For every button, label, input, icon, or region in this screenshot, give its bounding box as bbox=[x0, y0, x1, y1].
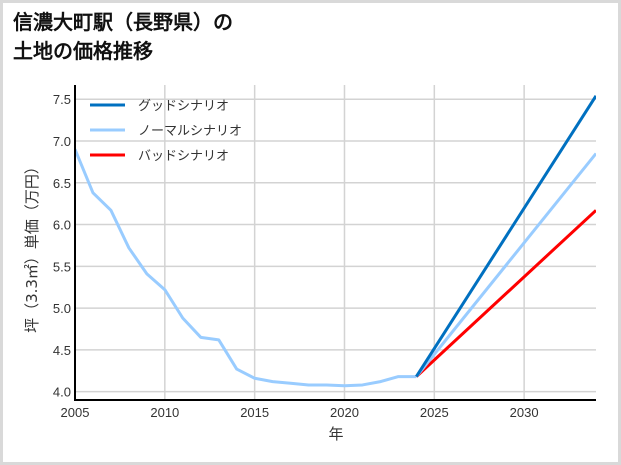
x-tick-label: 2020 bbox=[330, 405, 359, 420]
x-tick-label: 2030 bbox=[510, 405, 539, 420]
x-tick-label: 2005 bbox=[61, 405, 90, 420]
x-tick-label: 2015 bbox=[240, 405, 269, 420]
y-tick-label: 6.5 bbox=[53, 176, 71, 191]
x-tick-label: 2010 bbox=[150, 405, 179, 420]
legend-label: ノーマルシナリオ bbox=[138, 124, 242, 139]
y-tick-label: 7.0 bbox=[53, 134, 71, 149]
x-axis-label: 年 bbox=[328, 425, 343, 443]
series-line bbox=[75, 148, 417, 388]
data-lines bbox=[75, 95, 596, 388]
legend-label: バッドシナリオ bbox=[138, 149, 229, 164]
axes bbox=[74, 85, 596, 401]
tick-labels: 4.0 4.5 5.0 5.5 6.0 6.5 7.0 7.5 2005 2010 2015 2020… bbox=[53, 92, 539, 420]
series-line bbox=[415, 209, 596, 378]
y-axis-label: 坪（3.3㎡）単価（万円） bbox=[23, 159, 41, 333]
legend-label: グッドシナリオ bbox=[138, 99, 229, 114]
y-tick-label: 5.5 bbox=[53, 259, 71, 274]
x-tick-label: 2025 bbox=[420, 405, 449, 420]
series-line bbox=[415, 152, 596, 378]
chart-title: 信濃大町駅（長野県）の 土地の価格推移 bbox=[13, 10, 233, 63]
y-tick-label: 7.5 bbox=[53, 92, 71, 107]
y-tick-label: 4.0 bbox=[53, 385, 71, 400]
y-tick-label: 4.5 bbox=[53, 343, 71, 358]
gridlines bbox=[74, 85, 596, 400]
series-line bbox=[415, 95, 596, 378]
y-tick-label: 6.0 bbox=[53, 218, 71, 233]
y-tick-label: 5.0 bbox=[53, 301, 71, 316]
